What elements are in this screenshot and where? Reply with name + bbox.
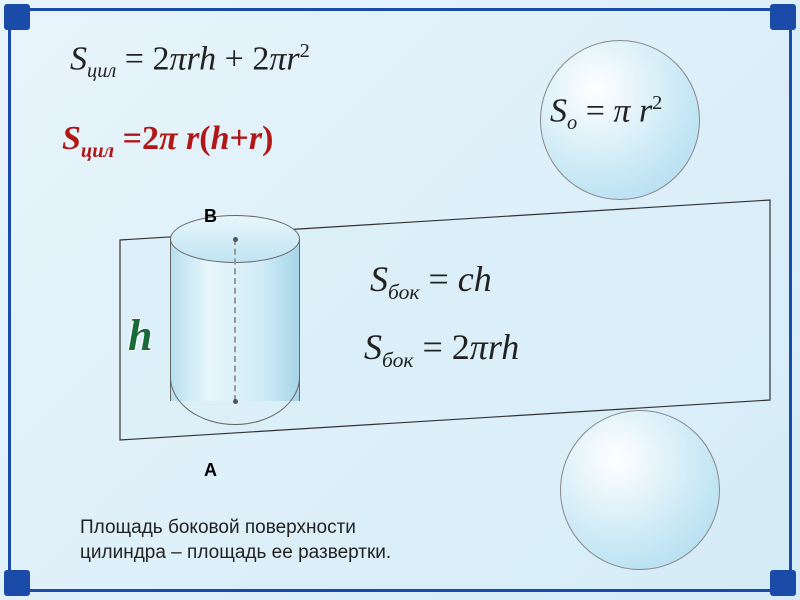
subscript: о	[567, 112, 577, 134]
corner	[4, 570, 30, 596]
center-dot-top	[233, 237, 238, 242]
caption-text: Площадь боковой поверхности цилиндра – п…	[80, 516, 391, 565]
caption-line1: Площадь боковой поверхности	[80, 517, 356, 538]
subscript: бок	[388, 280, 419, 304]
formula-lateral-ch: Sбок = ch	[370, 258, 492, 305]
base-circle-bottom	[560, 410, 720, 570]
formula-total-surface-factored: Sцил =2π r(h+r)	[62, 120, 273, 163]
caption-line2: цилиндра – площадь ее развертки.	[80, 542, 391, 563]
corner	[770, 4, 796, 30]
subscript: цил	[81, 140, 114, 162]
formula-lateral-2pirh: Sбок = 2πrh	[364, 326, 519, 373]
formula-total-surface-expanded: Sцил = 2πrh + 2πr2	[70, 40, 310, 83]
center-dot-bottom	[233, 399, 238, 404]
formula-base-area: Sо = π r2	[550, 92, 662, 135]
point-label-a: A	[204, 460, 217, 481]
height-label: h	[128, 310, 152, 361]
subscript: цил	[87, 60, 116, 82]
corner	[770, 570, 796, 596]
cylinder-axis	[234, 239, 236, 401]
point-label-b: B	[204, 206, 217, 227]
cylinder-diagram	[170, 215, 300, 425]
subscript: бок	[382, 348, 413, 372]
corner	[4, 4, 30, 30]
